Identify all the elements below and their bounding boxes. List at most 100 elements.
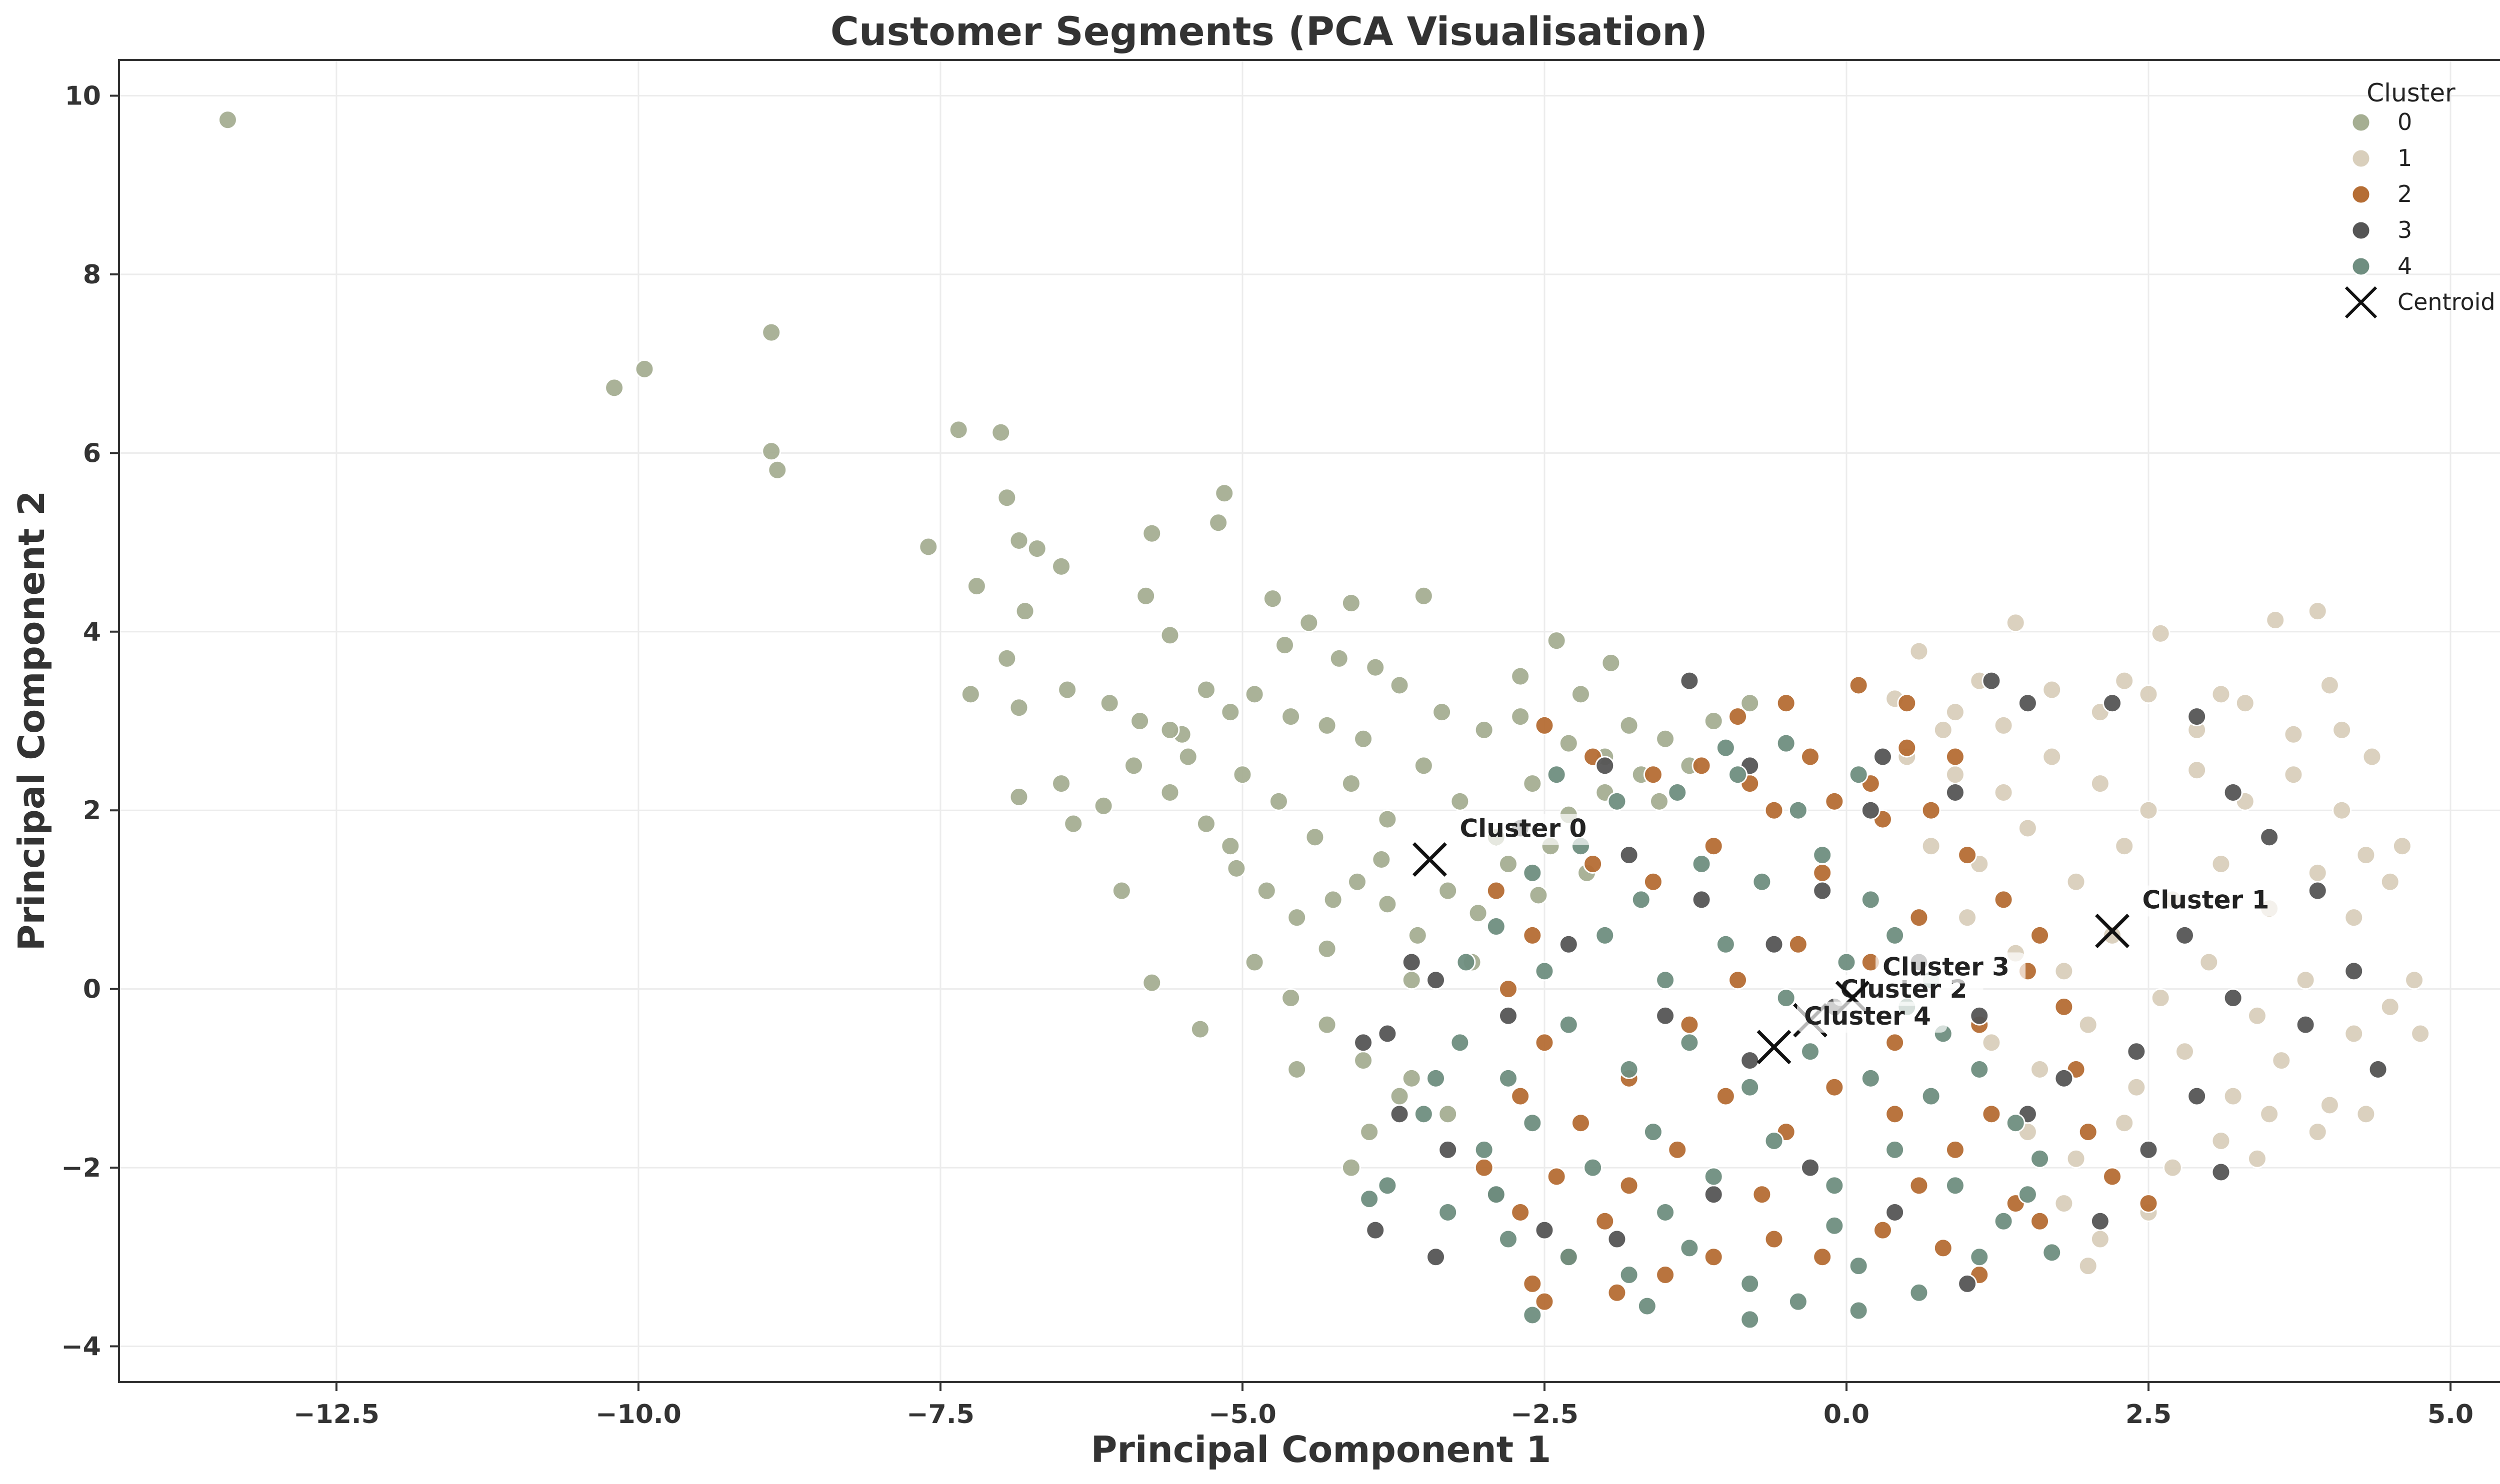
point-cluster-2-12 [1921,800,1941,820]
point-cluster-4-8 [1692,854,1712,874]
point-cluster-0-87 [1402,970,1422,990]
point-cluster-3-42 [1885,1202,1905,1222]
point-cluster-1-54 [2223,1086,2243,1106]
point-cluster-4-0 [1546,765,1566,785]
point-cluster-0-8 [991,422,1011,442]
point-cluster-2-54 [1643,872,1663,892]
point-cluster-0-15 [1142,523,1162,543]
point-cluster-0-74 [1498,854,1518,874]
point-cluster-1-66 [2090,1229,2110,1249]
point-cluster-4-7 [1631,890,1651,910]
point-cluster-0-98 [1704,711,1724,731]
point-cluster-0-88 [1160,720,1180,740]
legend-marker-0 [2351,112,2371,132]
point-cluster-0-78 [1317,1015,1337,1035]
point-cluster-1-1 [2006,613,2026,633]
point-cluster-0-16 [1208,513,1228,533]
legend-title: Cluster [2366,78,2456,107]
point-cluster-4-23 [1498,1068,1518,1088]
point-cluster-0-1 [604,378,624,398]
point-cluster-0-70 [1378,894,1398,914]
point-cluster-1-47 [2344,1024,2364,1044]
point-cluster-0-73 [1468,903,1488,923]
point-cluster-1-60 [2114,1113,2134,1133]
point-cluster-2-10 [1824,791,1844,811]
point-cluster-1-37 [2404,970,2424,990]
legend-label-5: Centroid [2398,288,2496,315]
point-cluster-1-51 [2078,1015,2098,1035]
legend: Cluster 0 1 2 3 4 Centroid [2344,78,2496,319]
point-cluster-0-54 [1414,756,1434,776]
point-cluster-0-37 [1390,675,1410,695]
point-cluster-1-70 [2356,1104,2376,1124]
point-cluster-1-65 [2054,1194,2074,1214]
point-cluster-0-62 [1112,881,1132,901]
point-cluster-1-55 [2272,1051,2292,1071]
point-cluster-3-45 [1656,1006,1676,1026]
point-cluster-2-8 [1897,738,1917,758]
point-cluster-0-76 [1244,952,1264,972]
point-cluster-0-105 [1323,890,1343,910]
point-cluster-0-67 [1287,908,1307,928]
point-cluster-4-39 [1764,1131,1784,1151]
point-cluster-0-19 [1160,625,1180,645]
point-cluster-2-41 [1945,1140,1965,1160]
point-cluster-2-20 [2138,1194,2158,1214]
point-cluster-1-74 [2211,684,2231,704]
point-cluster-0-68 [1317,939,1337,959]
point-cluster-4-29 [1860,1068,1880,1088]
point-cluster-1-6 [1945,702,1965,722]
y-tick-label-5: 6 [83,438,101,468]
point-cluster-2-57 [1812,863,1832,883]
point-cluster-1-18 [2042,747,2062,767]
point-cluster-4-5 [1522,863,1542,883]
point-cluster-2-22 [1486,881,1506,901]
point-cluster-1-71 [1933,720,1953,740]
point-cluster-4-46 [1438,1202,1458,1222]
point-cluster-3-32 [1378,1024,1398,1044]
point-cluster-3-11 [2344,961,2364,981]
point-cluster-2-0 [1534,715,1554,735]
x-tick-label-1: −10.0 [596,1400,682,1430]
point-cluster-2-19 [2102,1167,2122,1187]
point-cluster-0-47 [1160,782,1180,802]
point-cluster-0-99 [1740,693,1760,713]
point-cluster-1-25 [2356,845,2376,865]
point-cluster-3-50 [1402,952,1422,972]
point-cluster-0-71 [1408,925,1428,945]
point-cluster-2-52 [1909,908,1929,928]
point-cluster-0-28 [1058,680,1078,700]
point-cluster-3-5 [2018,693,2038,713]
point-cluster-2-38 [1933,1238,1953,1258]
point-cluster-0-40 [1510,707,1530,727]
centroid-marker-3: Cluster 3 [1835,952,2026,1015]
point-cluster-0-53 [1378,809,1398,829]
point-cluster-4-44 [2018,1185,2038,1205]
point-cluster-0-25 [997,648,1017,668]
x-tick-label-4: −2.5 [1510,1400,1578,1430]
x-tick-label-3: −5.0 [1208,1400,1276,1430]
point-cluster-0-89 [1329,648,1349,668]
point-cluster-2-42 [1885,1104,1905,1124]
point-cluster-1-0 [1909,641,1929,661]
point-cluster-4-3 [1728,765,1748,785]
point-cluster-0-92 [1275,635,1295,655]
x-tick-label-6: 2.5 [2126,1400,2172,1430]
point-cluster-1-7 [1994,715,2014,735]
point-cluster-3-51 [1354,1033,1374,1053]
point-cluster-2-68 [1728,707,1748,727]
legend-label-3: 3 [2398,216,2412,243]
point-cluster-0-33 [1244,684,1264,704]
centroid-x-stroke [1756,1030,1792,1065]
point-cluster-2-63 [1982,1104,2002,1124]
point-cluster-4-47 [1498,1229,1518,1249]
legend-marker-centroid [2344,286,2378,319]
point-cluster-1-59 [2066,1149,2086,1169]
point-cluster-1-46 [2296,970,2316,990]
centroid-label-0: Cluster 0 [1460,814,1586,843]
point-cluster-0-23 [1546,631,1566,651]
point-cluster-4-53 [1848,1256,1868,1276]
point-cluster-4-19 [1836,952,1856,972]
x-tick-label-2: −7.5 [906,1400,974,1430]
